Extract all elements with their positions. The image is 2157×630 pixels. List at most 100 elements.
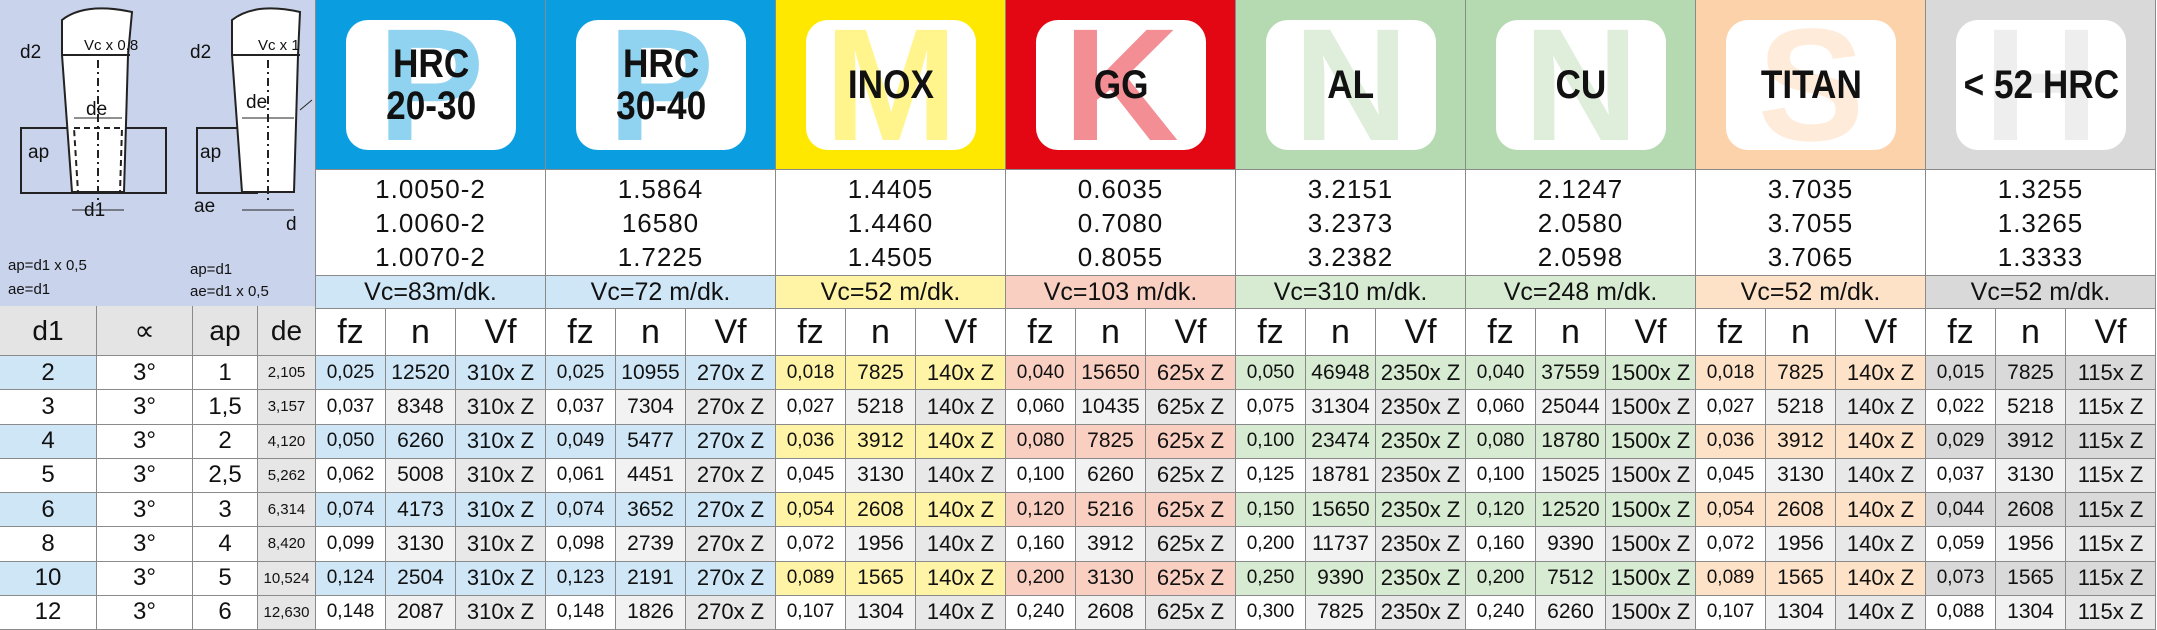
spindle-speed: 10435 (1076, 390, 1146, 425)
feed-per-tooth: 0,089 (1696, 561, 1766, 596)
feed-per-tooth: 0,200 (1466, 561, 1536, 596)
feed-rate: 115x Z (2066, 356, 2156, 391)
feed-rate: 2350x Z (1376, 493, 1466, 528)
feed-per-tooth: 0,120 (1466, 493, 1536, 528)
feed-rate: 2350x Z (1376, 595, 1466, 630)
tool-diagrams: d2 Vc x 0,8 de ap d1 ap=d1 x 0,5 ae=d1 d… (0, 0, 316, 309)
column-header: fz (1006, 309, 1076, 356)
feed-per-tooth: 0,044 (1926, 493, 1996, 528)
feed-rate: 310x Z (456, 561, 546, 596)
material-header: P HRC 30-40 (546, 0, 776, 170)
left-cell: 6 (0, 493, 97, 528)
feed-per-tooth: 0,200 (1236, 527, 1306, 562)
left-cell: 6 (193, 595, 258, 630)
column-header: fz (316, 309, 386, 356)
spindle-speed: 10955 (616, 356, 686, 391)
feed-per-tooth: 0,059 (1926, 527, 1996, 562)
spindle-speed: 1956 (1766, 527, 1836, 562)
feed-rate: 140x Z (1836, 424, 1926, 459)
spindle-speed: 1956 (1996, 527, 2066, 562)
material-numbers: 3.2151 3.2373 3.2382 (1236, 170, 1466, 276)
feed-rate: 270x Z (686, 561, 776, 596)
spindle-speed: 4451 (616, 458, 686, 493)
spindle-speed: 5218 (846, 390, 916, 425)
material-label-line: CU (1555, 63, 1607, 107)
feed-rate: 270x Z (686, 595, 776, 630)
material-number: 1.0050-2 (375, 173, 486, 204)
label-d1: d1 (84, 200, 105, 221)
material-letter: S (1757, 20, 1865, 150)
left-cell: 3° (97, 561, 193, 596)
material-label-line: GG (1093, 63, 1149, 107)
column-header: Vf (1376, 309, 1466, 356)
material-number: 1.3255 (1997, 173, 2084, 204)
spindle-speed: 3130 (1996, 458, 2066, 493)
material-numbers: 1.3255 1.3265 1.3333 (1926, 170, 2156, 276)
material-numbers: 0.6035 0.7080 0.8055 (1006, 170, 1236, 276)
feed-rate: 140x Z (1836, 458, 1926, 493)
feed-rate: 270x Z (686, 390, 776, 425)
left-cell: 12,630 (258, 595, 316, 630)
material-letter: N (1523, 20, 1639, 150)
feed-per-tooth: 0,250 (1236, 561, 1306, 596)
spindle-speed: 31304 (1306, 390, 1376, 425)
feed-rate: 115x Z (2066, 493, 2156, 528)
feed-per-tooth: 0,148 (316, 595, 386, 630)
spindle-speed: 3652 (616, 493, 686, 528)
material-number: 3.2151 (1307, 173, 1394, 204)
spindle-speed: 15650 (1306, 493, 1376, 528)
feed-per-tooth: 0,160 (1006, 527, 1076, 562)
material-number: 1.0060-2 (375, 207, 486, 238)
label-ap: ap (200, 142, 221, 163)
column-header: fz (1926, 309, 1996, 356)
material-header: N CU (1466, 0, 1696, 170)
feed-rate: 140x Z (916, 561, 1006, 596)
feed-rate: 310x Z (456, 458, 546, 493)
material-label: GG (1094, 64, 1149, 106)
feed-per-tooth: 0,045 (776, 458, 846, 493)
spindle-speed: 5218 (1766, 390, 1836, 425)
spindle-speed: 3912 (1076, 527, 1146, 562)
spindle-speed: 23474 (1306, 424, 1376, 459)
spindle-speed: 12520 (1536, 493, 1606, 528)
feed-rate: 140x Z (1836, 561, 1926, 596)
material-number: 3.2373 (1307, 207, 1394, 238)
feed-rate: 1500x Z (1606, 356, 1696, 391)
material-header: K GG (1006, 0, 1236, 170)
spindle-speed: 9390 (1306, 561, 1376, 596)
left-header: ∝ (97, 306, 193, 356)
cutter-left (20, 7, 167, 211)
label-d: d (286, 214, 297, 235)
feed-rate: 1500x Z (1606, 561, 1696, 596)
material-label-line: HRC (392, 42, 470, 86)
feed-per-tooth: 0,240 (1006, 595, 1076, 630)
feed-per-tooth: 0,036 (1696, 424, 1766, 459)
feed-rate: 310x Z (456, 424, 546, 459)
feed-rate: 140x Z (1836, 356, 1926, 391)
feed-per-tooth: 0,074 (316, 493, 386, 528)
spindle-speed: 1565 (1766, 561, 1836, 596)
material-number: 1.4460 (847, 207, 934, 238)
left-cell: 2 (0, 356, 97, 391)
left-cell: 3° (97, 356, 193, 391)
label-vc: Vc x 0,8 (84, 37, 138, 54)
material-number: 3.7065 (1767, 241, 1854, 272)
material-number: 1.3265 (1997, 207, 2084, 238)
left-cell: 1,5 (193, 390, 258, 425)
feed-rate: 115x Z (2066, 390, 2156, 425)
feed-rate: 2350x Z (1376, 527, 1466, 562)
column-header: n (1996, 309, 2066, 356)
feed-rate: 115x Z (2066, 595, 2156, 630)
label-de: de (86, 99, 107, 120)
spindle-speed: 37559 (1536, 356, 1606, 391)
column-header: Vf (1836, 309, 1926, 356)
material-letter: H (1983, 20, 2099, 150)
spindle-speed: 7304 (616, 390, 686, 425)
material-letter: K (1063, 20, 1179, 150)
feed-rate: 310x Z (456, 390, 546, 425)
material-number: 16580 (621, 207, 700, 238)
column-header: Vf (686, 309, 776, 356)
spindle-speed: 2191 (616, 561, 686, 596)
column-header: Vf (1146, 309, 1236, 356)
